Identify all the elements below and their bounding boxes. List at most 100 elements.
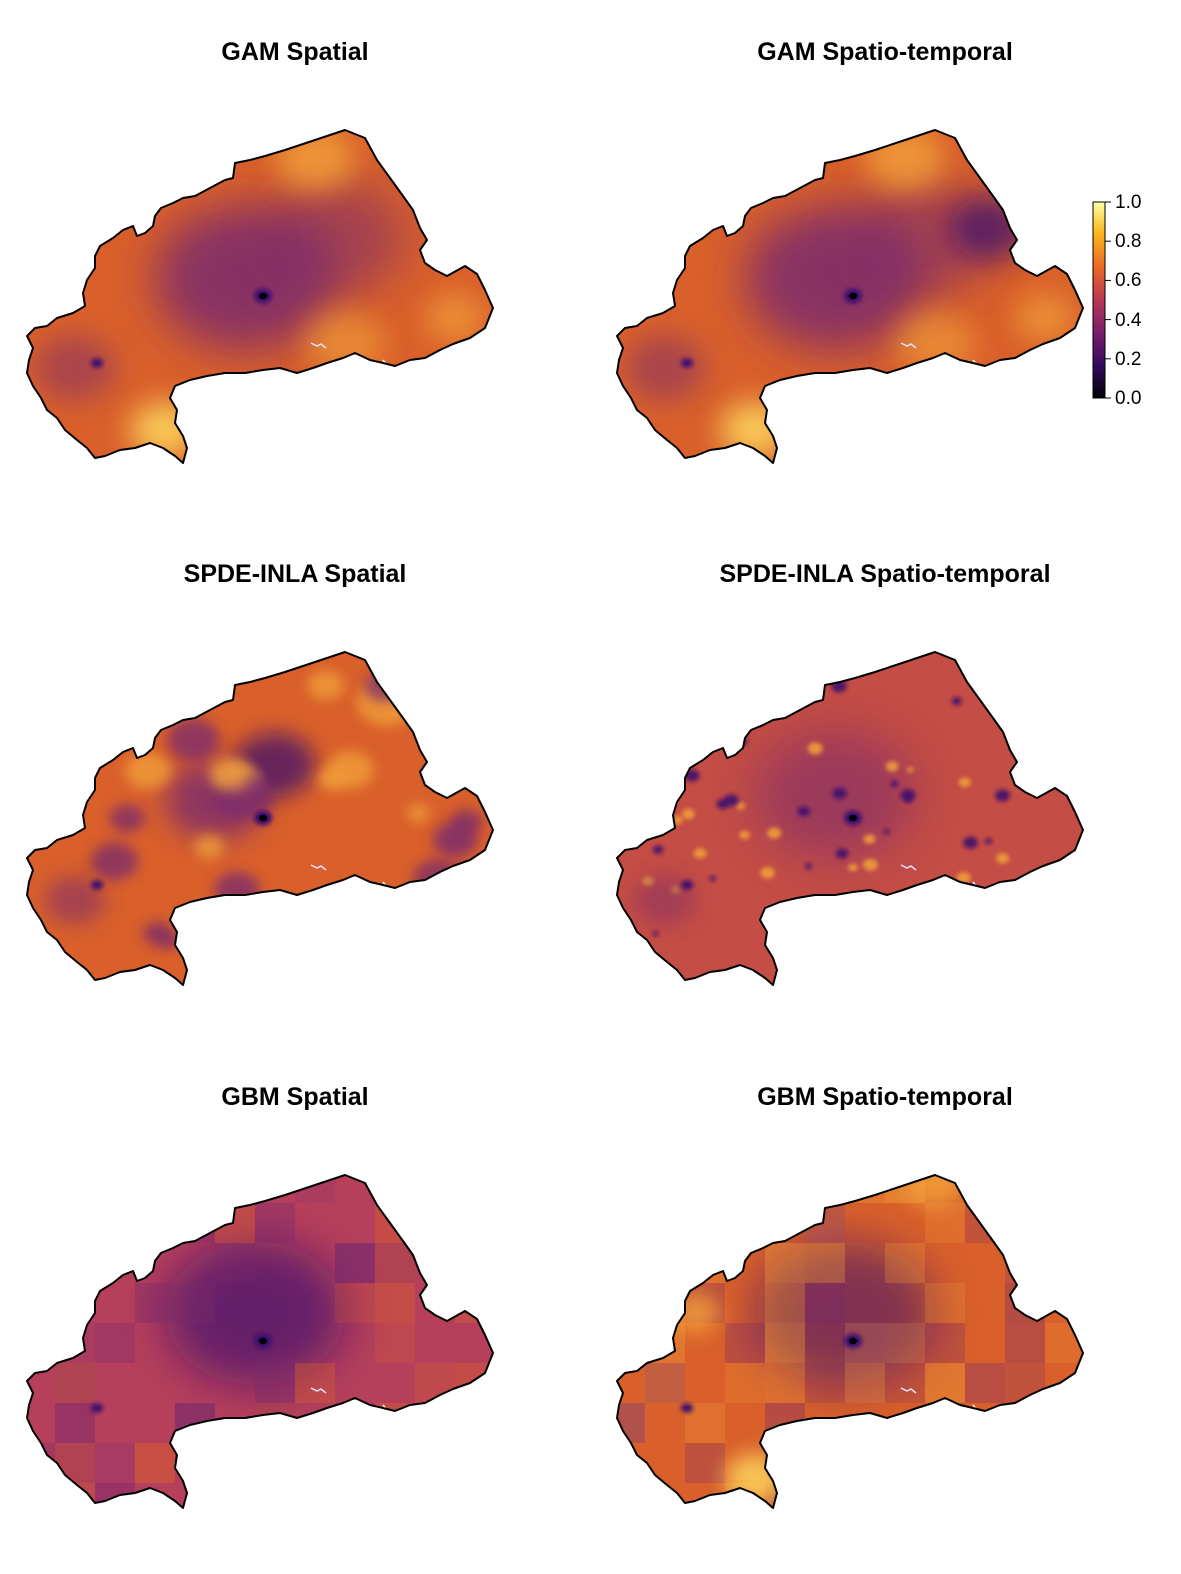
raster-tile xyxy=(725,1363,765,1403)
legend-tick-label: 0.4 xyxy=(1115,309,1142,331)
raster-tile xyxy=(685,1203,725,1243)
raster-blob xyxy=(214,871,260,909)
legend-tick-label: 0.2 xyxy=(1115,348,1142,370)
raster-blob xyxy=(433,822,477,858)
raster-blob xyxy=(625,336,705,400)
raster-tile xyxy=(215,1243,255,1283)
capital-core xyxy=(259,814,267,822)
raster-blob xyxy=(739,830,750,840)
raster-tile xyxy=(375,1283,415,1323)
raster-tile xyxy=(645,1203,685,1243)
raster-blob xyxy=(720,722,734,733)
raster-tile xyxy=(335,1243,375,1283)
reservoir xyxy=(900,342,917,349)
raster-blob xyxy=(767,827,782,839)
raster-blob xyxy=(994,789,1010,802)
panel-title: SPDE-INLA Spatial xyxy=(183,560,407,588)
raster-tile xyxy=(1005,1283,1045,1323)
raster-blob xyxy=(125,752,172,790)
raster-tile xyxy=(455,1483,493,1508)
raster-blob xyxy=(364,670,403,702)
raster-tile xyxy=(885,1363,925,1403)
raster-blob xyxy=(662,761,678,775)
raster-tile xyxy=(765,1323,805,1363)
raster-tile xyxy=(335,1403,375,1443)
raster-tile xyxy=(765,1363,805,1403)
raster-tile xyxy=(55,1363,95,1403)
raster-tile xyxy=(455,1203,493,1243)
capital-core xyxy=(259,292,267,300)
legend-tick-label: 0.0 xyxy=(1115,388,1142,409)
raster-tile xyxy=(1045,1443,1083,1483)
legend-tick-label: 1.0 xyxy=(1115,192,1142,213)
raster-tile xyxy=(965,1175,1005,1203)
raster-blob xyxy=(905,1175,965,1207)
raster-blob xyxy=(807,742,823,755)
city-spot xyxy=(681,358,693,368)
country-border xyxy=(616,129,1084,464)
raster-tile xyxy=(55,1403,95,1443)
raster-tile xyxy=(1045,1443,1083,1483)
raster-blob xyxy=(635,876,695,924)
raster-tile xyxy=(175,1283,215,1323)
raster-tile xyxy=(925,1203,965,1243)
raster-tile xyxy=(135,1283,175,1323)
raster-blob xyxy=(657,739,665,746)
reservoir xyxy=(310,864,327,871)
capital-core xyxy=(849,292,857,300)
raster-blob xyxy=(156,930,180,949)
raster-blob xyxy=(303,910,331,933)
raster-blob xyxy=(835,848,849,859)
raster-tile xyxy=(1045,1443,1083,1483)
raster-blob xyxy=(890,780,899,788)
raster-tile xyxy=(455,1203,493,1243)
raster-tile xyxy=(685,1175,725,1203)
country-border xyxy=(616,1174,1084,1509)
raster-tile xyxy=(295,1175,335,1203)
raster-tile xyxy=(255,1203,295,1243)
raster-tile xyxy=(885,1323,925,1363)
raster-tile xyxy=(375,1175,415,1203)
raster-tile xyxy=(925,1363,965,1403)
raster-tile xyxy=(685,1443,725,1483)
raster-tile xyxy=(1005,1323,1045,1363)
raster-blob xyxy=(1015,294,1075,342)
raster-tile xyxy=(27,1283,55,1323)
raster-tile xyxy=(27,1243,55,1283)
raster-tile xyxy=(885,1323,925,1363)
capital-core xyxy=(849,814,857,822)
raster-tile xyxy=(765,1243,805,1283)
raster-tile xyxy=(27,1443,55,1483)
raster-blob xyxy=(963,836,978,849)
raster-blob xyxy=(819,900,827,907)
raster-blob xyxy=(958,777,971,788)
raster-tile xyxy=(805,1483,845,1508)
raster-blob xyxy=(670,1293,720,1333)
raster-tile xyxy=(255,1363,295,1403)
raster-blob xyxy=(895,311,975,375)
raster-tile xyxy=(335,1243,375,1283)
raster-blob xyxy=(735,802,746,810)
raster-tile xyxy=(175,1203,215,1243)
raster-tile xyxy=(925,1403,965,1443)
raster-tile xyxy=(1005,1203,1045,1243)
raster-blob xyxy=(760,867,775,879)
raster-blob xyxy=(1040,945,1050,954)
raster-tile xyxy=(375,1443,415,1483)
raster-blob xyxy=(208,757,249,790)
raster-blob xyxy=(863,834,876,844)
panel-title: GBM Spatio-temporal xyxy=(757,1083,1013,1111)
map-panel: GBM Spatio-temporal xyxy=(590,1045,1180,1569)
raster-tile xyxy=(685,1243,725,1283)
raster-tile xyxy=(375,1175,415,1203)
country-map xyxy=(616,129,1084,464)
raster-blob xyxy=(1019,702,1032,713)
raster-tile xyxy=(375,1283,415,1323)
raster-tile xyxy=(725,1203,765,1243)
raster-blob xyxy=(951,696,962,706)
raster-tile xyxy=(295,1443,335,1483)
country-map xyxy=(26,129,494,464)
raster-tile xyxy=(1005,1443,1045,1483)
panel-title: GAM Spatio-temporal xyxy=(757,38,1013,66)
raster-blob xyxy=(142,675,174,700)
